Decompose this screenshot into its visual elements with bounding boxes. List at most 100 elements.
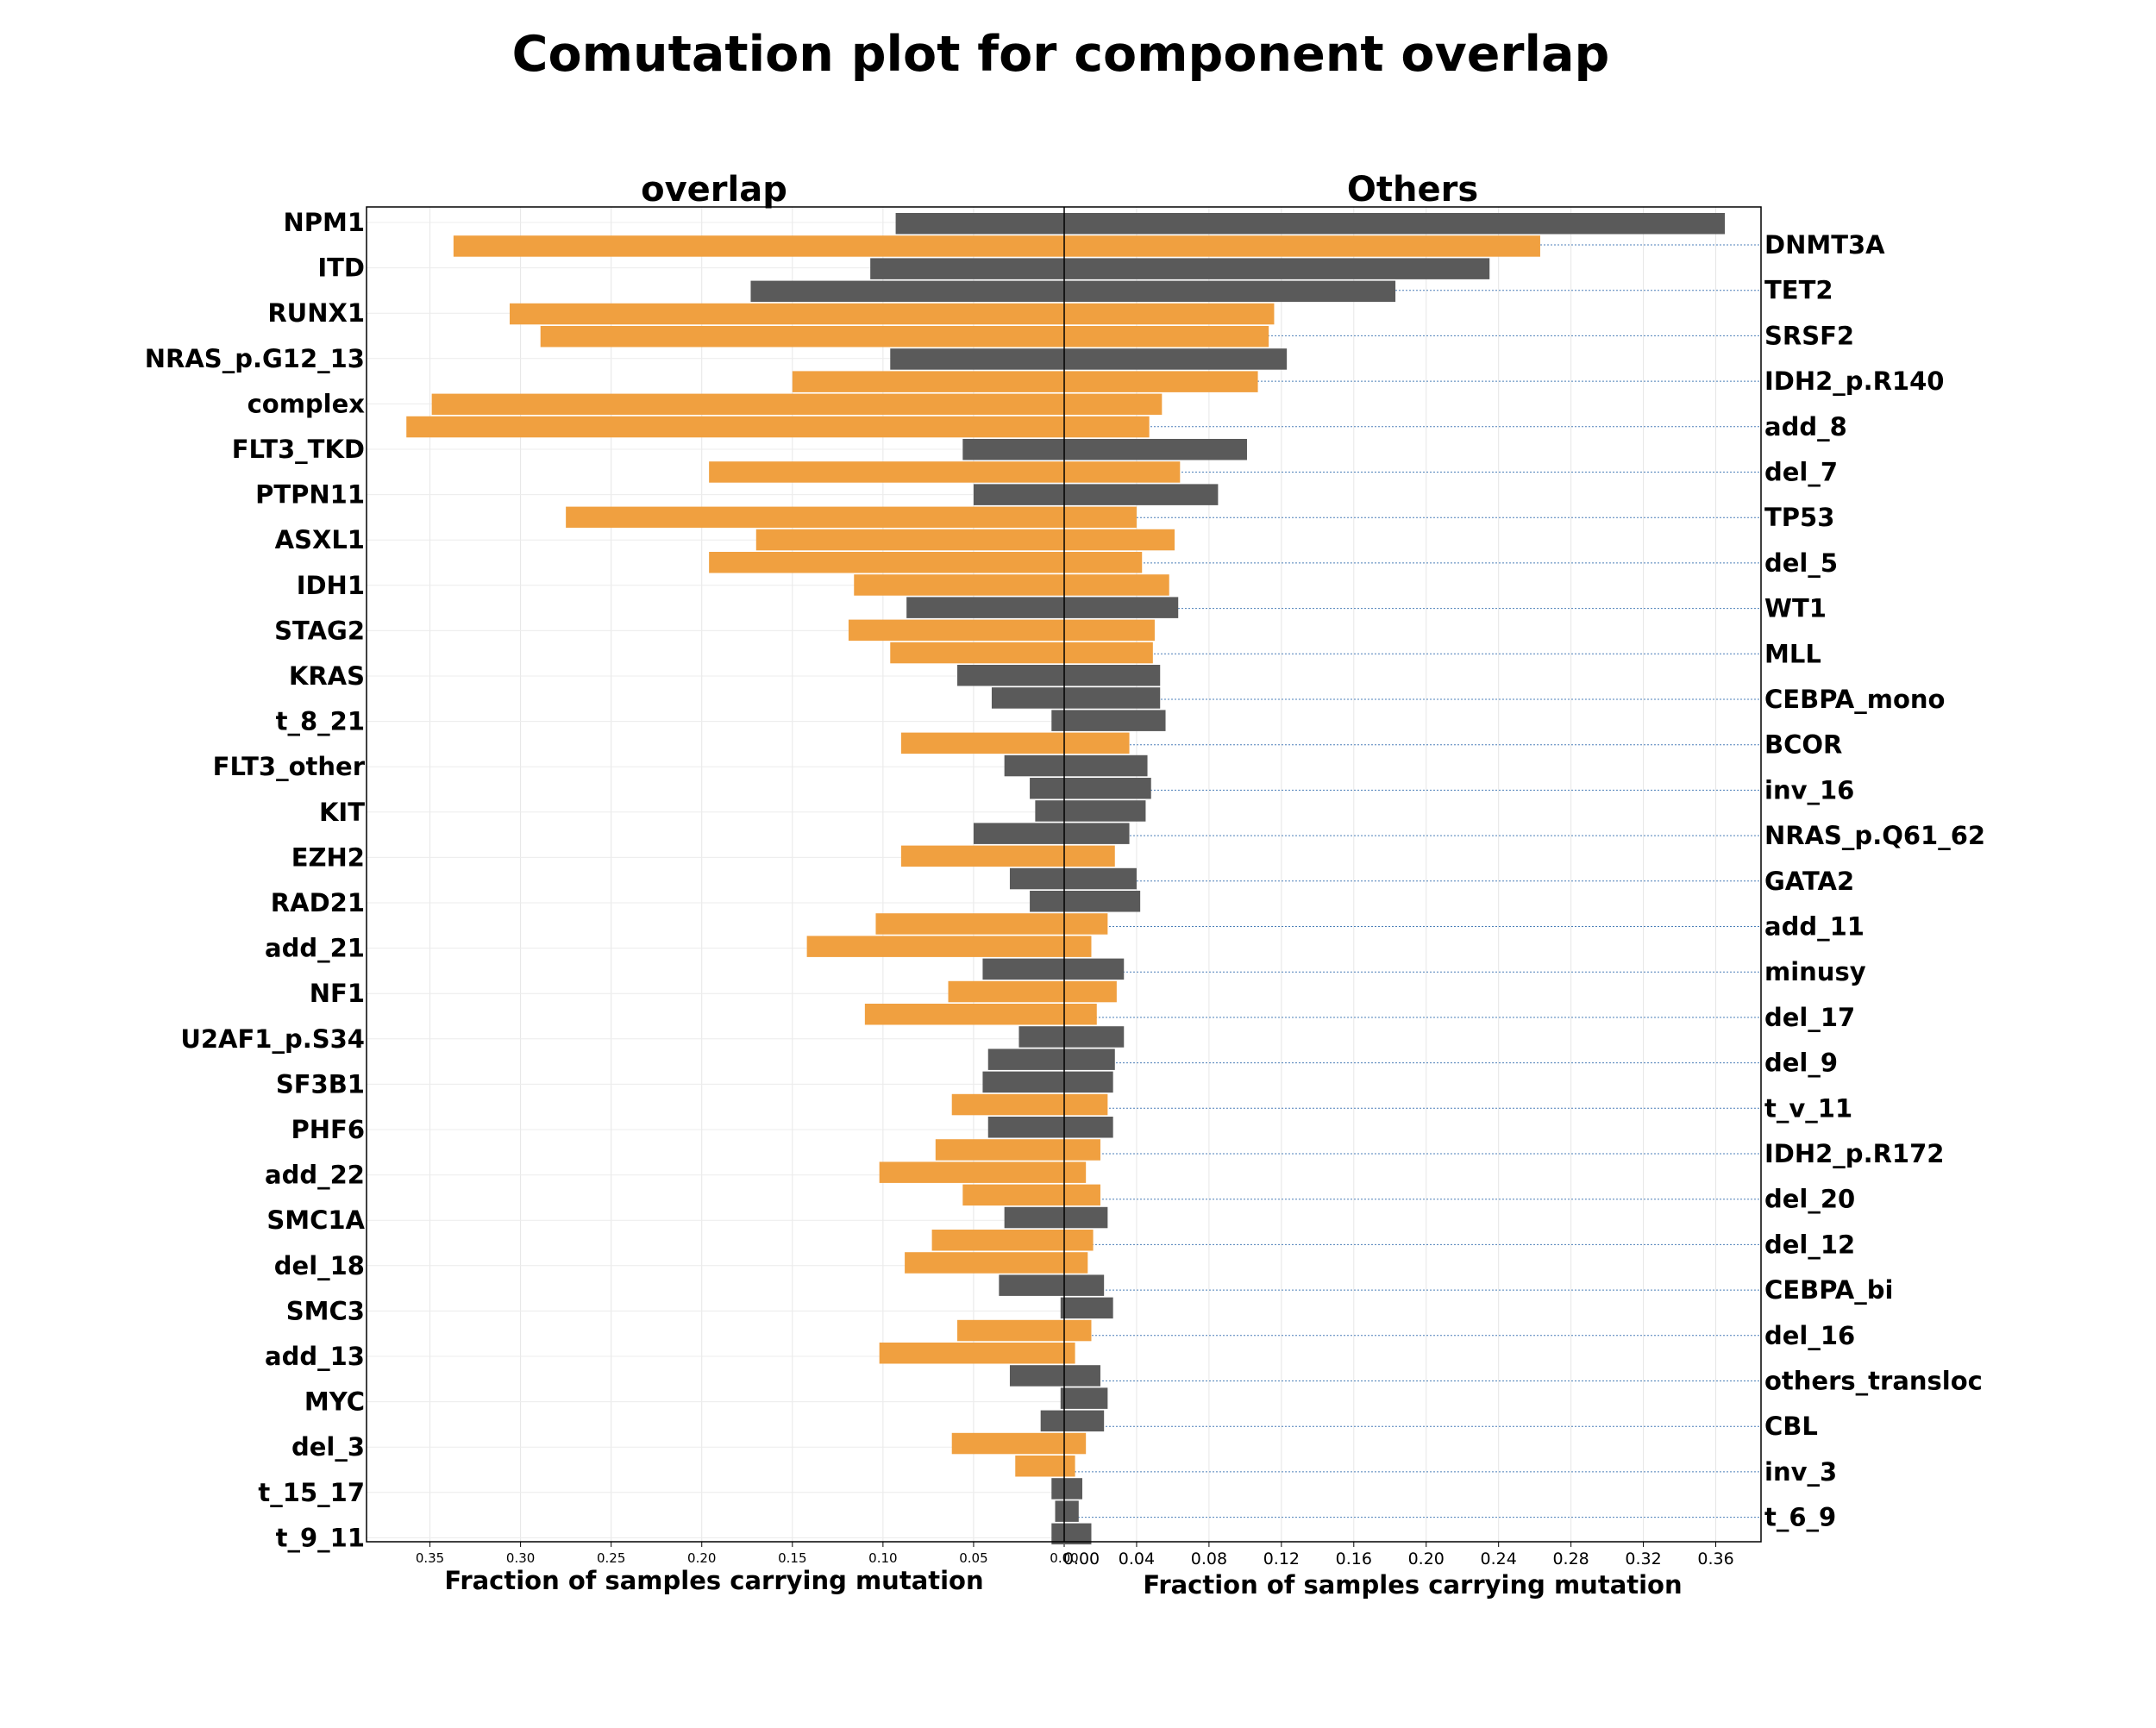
left-category-label: ASXL1 bbox=[275, 525, 365, 554]
right-category-label: del_5 bbox=[1764, 548, 1838, 578]
left-category-label: EZH2 bbox=[291, 842, 365, 872]
right-bar bbox=[1064, 303, 1275, 325]
right-x-tick-label: 0.28 bbox=[1552, 1550, 1589, 1568]
left-bar bbox=[792, 371, 1064, 392]
left-bar bbox=[991, 687, 1064, 709]
left-bar bbox=[854, 574, 1064, 596]
left-category-label: PHF6 bbox=[291, 1115, 365, 1144]
left-category-label: PTPN11 bbox=[255, 480, 365, 510]
left-bar bbox=[848, 619, 1064, 642]
right-bar bbox=[1064, 439, 1247, 460]
left-category-label: FLT3_TKD bbox=[232, 435, 365, 464]
left-x-tick-label: 0.25 bbox=[597, 1550, 625, 1566]
left-bar bbox=[406, 416, 1064, 438]
right-category-label: TET2 bbox=[1764, 276, 1833, 305]
plot-frame bbox=[366, 206, 1762, 1543]
right-bar bbox=[1064, 1387, 1108, 1409]
left-x-tick-label: 0.00 bbox=[1050, 1550, 1078, 1566]
left-bar bbox=[1004, 1206, 1064, 1229]
left-bar bbox=[900, 732, 1064, 754]
right-bar bbox=[1064, 1523, 1092, 1545]
right-bar bbox=[1064, 235, 1540, 257]
right-category-label: IDH2_p.R140 bbox=[1764, 366, 1944, 396]
left-category-label: t_15_17 bbox=[258, 1478, 365, 1507]
left-category-label: del_18 bbox=[274, 1251, 365, 1280]
left-bar bbox=[999, 1274, 1064, 1296]
right-bar bbox=[1064, 1161, 1087, 1183]
left-category-label: RAD21 bbox=[271, 888, 365, 917]
right-bar bbox=[1064, 348, 1288, 370]
left-category-label: SMC1A bbox=[266, 1205, 365, 1235]
left-x-tick-label: 0.05 bbox=[959, 1550, 987, 1566]
right-bar bbox=[1064, 687, 1161, 709]
right-category-label: WT1 bbox=[1764, 594, 1827, 623]
right-category-label: BCOR bbox=[1764, 730, 1842, 760]
right-category-label: t_6_9 bbox=[1764, 1503, 1836, 1532]
right-category-label: del_20 bbox=[1764, 1185, 1855, 1214]
left-bar bbox=[1060, 1297, 1064, 1319]
right-bar bbox=[1064, 845, 1115, 867]
left-bar bbox=[1035, 800, 1064, 822]
left-category-label: NPM1 bbox=[283, 208, 365, 237]
right-bar bbox=[1064, 1432, 1087, 1455]
left-bar bbox=[957, 665, 1064, 686]
right-bar bbox=[1064, 1343, 1075, 1364]
right-bar bbox=[1064, 1093, 1108, 1116]
left-bar bbox=[1009, 867, 1064, 890]
right-bar bbox=[1064, 1230, 1094, 1251]
left-bar bbox=[906, 597, 1064, 618]
left-bar bbox=[879, 1161, 1064, 1183]
right-bar bbox=[1064, 552, 1143, 573]
left-bar bbox=[1051, 710, 1064, 731]
left-category-label: U2AF1_p.S34 bbox=[180, 1024, 365, 1054]
right-category-label: CEBPA_bi bbox=[1764, 1275, 1893, 1305]
left-bar bbox=[982, 958, 1064, 980]
right-bar bbox=[1064, 1026, 1125, 1048]
left-category-label: ITD bbox=[317, 254, 365, 283]
right-bar bbox=[1064, 1184, 1100, 1206]
bar-layer bbox=[406, 213, 1726, 1545]
left-bar bbox=[1040, 1410, 1064, 1432]
right-category-label: DNMT3A bbox=[1764, 230, 1885, 260]
left-bar bbox=[510, 303, 1064, 325]
left-category-label: del_3 bbox=[291, 1432, 365, 1462]
right-bar bbox=[1064, 597, 1179, 618]
right-category-label: NRAS_p.Q61_62 bbox=[1764, 821, 1985, 850]
right-bar bbox=[1064, 1004, 1097, 1025]
right-x-tick-label: 0.12 bbox=[1263, 1550, 1300, 1568]
right-bar bbox=[1064, 1206, 1108, 1229]
right-category-label: CEBPA_mono bbox=[1764, 685, 1945, 714]
left-bar bbox=[905, 1252, 1064, 1274]
right-x-tick-label: 0.04 bbox=[1119, 1550, 1155, 1568]
right-bar bbox=[1064, 1456, 1075, 1477]
chart-title: Comutation plot for component overlap bbox=[512, 26, 1610, 83]
right-bar bbox=[1064, 393, 1163, 416]
left-bar bbox=[1051, 1478, 1064, 1499]
right-bar bbox=[1064, 642, 1153, 664]
left-category-label: SMC3 bbox=[286, 1296, 365, 1325]
right-category-label: TP53 bbox=[1764, 503, 1834, 532]
left-bar bbox=[973, 484, 1064, 505]
right-bar bbox=[1064, 1071, 1113, 1093]
right-bar bbox=[1064, 1274, 1105, 1296]
right-bar bbox=[1064, 213, 1726, 235]
right-category-label: add_11 bbox=[1764, 912, 1865, 942]
left-x-tick-label: 0.30 bbox=[506, 1550, 535, 1566]
right-category-label: del_7 bbox=[1764, 458, 1838, 487]
left-bar bbox=[1004, 754, 1064, 777]
right-bar bbox=[1064, 506, 1137, 529]
right-bar bbox=[1064, 280, 1396, 303]
right-bar bbox=[1064, 1297, 1113, 1319]
right-bar bbox=[1064, 710, 1166, 731]
left-bar bbox=[900, 845, 1064, 867]
right-category-label: add_8 bbox=[1764, 412, 1847, 441]
right-x-tick-label: 0.00 bbox=[1063, 1550, 1100, 1568]
right-category-label: inv_16 bbox=[1764, 775, 1854, 805]
left-bar bbox=[1009, 1365, 1064, 1387]
left-category-label: NF1 bbox=[310, 979, 365, 1008]
left-bar bbox=[951, 1432, 1064, 1455]
right-bar bbox=[1064, 891, 1141, 912]
right-bar bbox=[1064, 619, 1155, 642]
